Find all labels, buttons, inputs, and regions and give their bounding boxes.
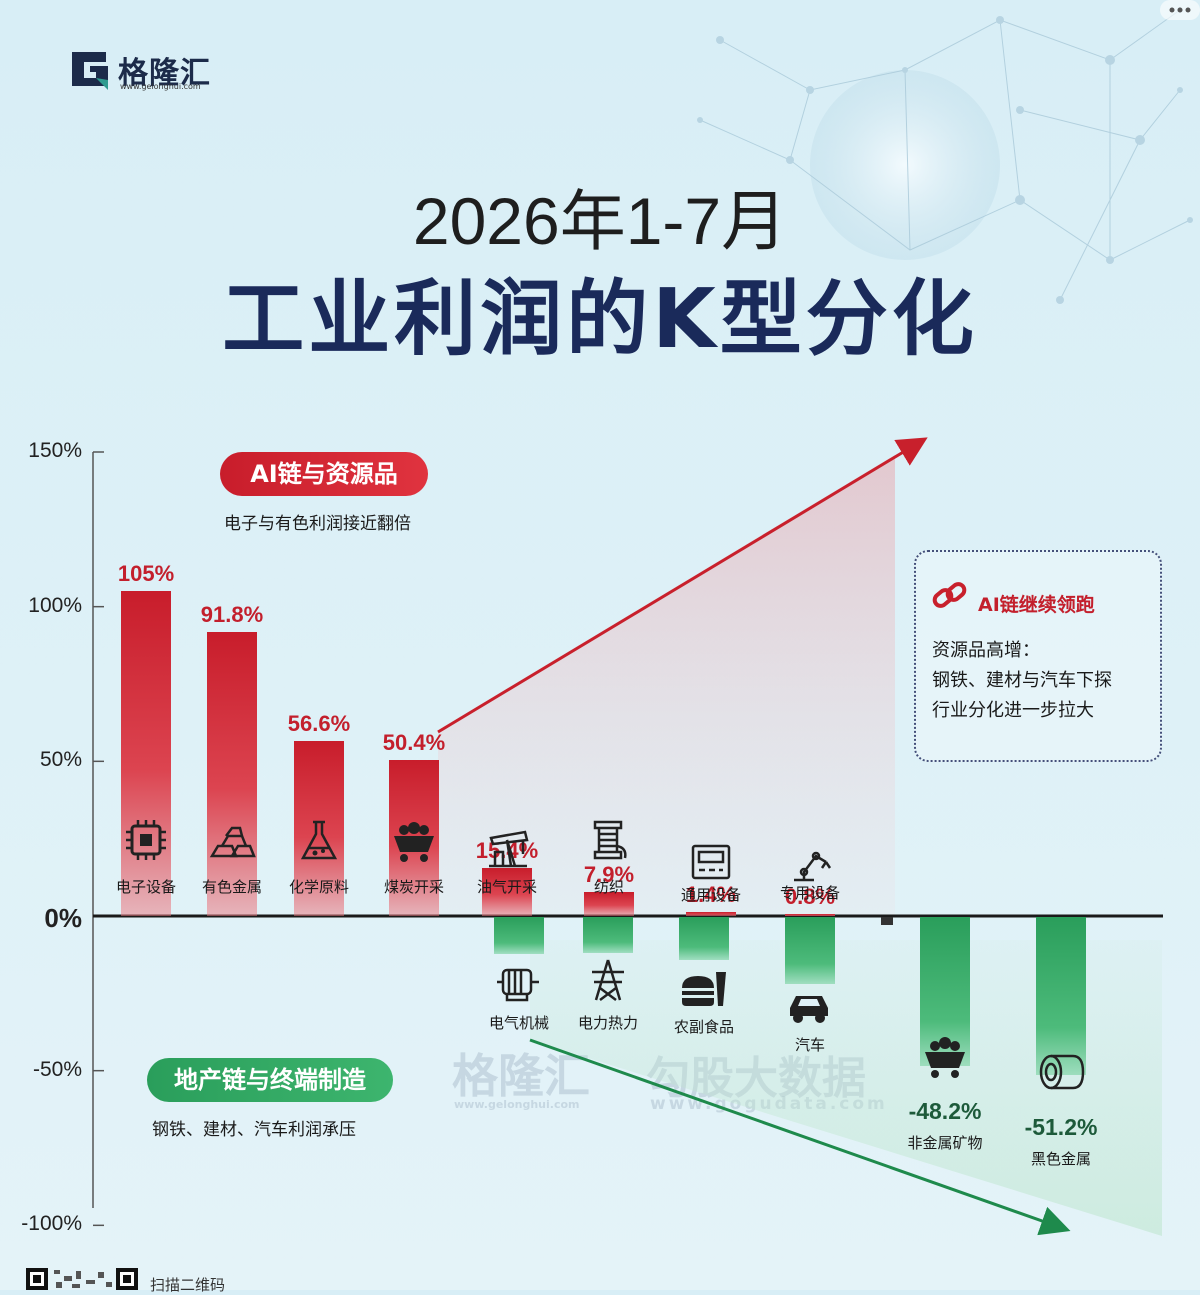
up-trend-shade [438, 455, 895, 915]
bar-category-label: 油气开采 [476, 878, 537, 896]
bar-value-label: 0.8% [784, 883, 836, 909]
watermark-brand: 格隆汇 [452, 1049, 590, 1103]
bar-电子设备 [121, 591, 171, 916]
ai-chain-badge: AI链与资源品 [220, 452, 428, 496]
page-title: 工业利润的K型分化 [222, 272, 978, 367]
bar-通用设备 [686, 911, 736, 916]
note-line: 钢铁、建材与汽车下探 [932, 670, 1112, 691]
qr-label: 扫描二维码 [150, 1276, 226, 1294]
bar-value-label: 91.8% [200, 602, 264, 628]
watermark-brand-url: www.gelonghui.com [454, 1098, 580, 1111]
y-tick-label: 50% [39, 748, 82, 772]
up-trend-arrow [437, 437, 928, 734]
realestate-chain-badge: 地产链与终端制造 [147, 1058, 393, 1102]
machine-icon [691, 844, 731, 880]
bar-黑色金属 [1036, 917, 1086, 1076]
note-title: AI链继续领跑 [978, 594, 1095, 616]
bar-value-label: -48.2% [908, 1098, 982, 1124]
bar-value-label: 1.4% [685, 881, 737, 907]
brand-url: www.gelonghui.com [120, 82, 201, 91]
bar-category-label: 纺织 [593, 878, 624, 896]
power-tower-icon [592, 959, 624, 1001]
link-chain-icon [932, 582, 967, 608]
note-line: 行业分化进一步拉大 [932, 700, 1094, 721]
bar-value-label: -51.2% [1024, 1114, 1098, 1140]
bar-电力热力 [583, 917, 633, 953]
oil-pump-icon [489, 830, 529, 868]
y-tick-label: 100% [28, 593, 82, 617]
bar-category-label: 化学原料 [288, 878, 349, 896]
bar-专用设备 [785, 913, 835, 916]
robot-arm-icon [794, 851, 832, 882]
bar-value-label: 105% [117, 561, 175, 587]
y-tick-label: 0% [44, 903, 82, 933]
bar-category-label: 通用设备 [680, 886, 741, 904]
down-trend-shade [530, 940, 1162, 1236]
bar-value-label: 7.9% [583, 861, 635, 887]
bar-category-label: 电力热力 [577, 1014, 638, 1032]
down-trend-arrow [529, 1038, 1071, 1236]
bar-category-label: 非金属矿物 [907, 1134, 983, 1152]
chip-icon [126, 820, 166, 860]
steel-coil-icon [1039, 1054, 1085, 1090]
y-tick-label: -100% [21, 1212, 82, 1236]
network-globe-decoration [697, 7, 1193, 304]
bar-category-label: 黑色金属 [1030, 1150, 1091, 1168]
flask-icon [300, 820, 338, 860]
bar-category-label: 煤炭开采 [383, 878, 444, 896]
y-tick-label: -50% [32, 1057, 82, 1081]
brand-name: 格隆汇 [118, 56, 211, 91]
bar-value-label: 50.4% [382, 730, 446, 756]
y-tick-label: 150% [28, 439, 82, 462]
coal-cart-icon [394, 822, 434, 862]
ai-chain-subtitle: 电子与有色利润接近翻倍 [224, 514, 411, 534]
bar-category-label: 有色金属 [201, 878, 262, 896]
page-title-date: 2026年1-7月 [412, 184, 788, 258]
spool-icon [593, 820, 627, 860]
bar-category-label: 农副食品 [673, 1018, 734, 1036]
bar-油气开采 [482, 868, 532, 916]
bar-有色金属 [207, 632, 257, 916]
share-button[interactable] [1160, 0, 1200, 20]
mine-cart-icon [925, 1037, 965, 1078]
bar-value-label: 56.6% [287, 710, 351, 736]
bar-化学原料 [294, 740, 344, 916]
bar-category-label: 电子设备 [115, 878, 176, 896]
bar-category-label: 电气机械 [488, 1014, 549, 1032]
bar-纺织 [584, 891, 634, 916]
bar-category-label: 专用设备 [779, 884, 840, 902]
bar-农副食品 [679, 917, 729, 961]
bar-category-label: 汽车 [794, 1036, 825, 1054]
note-line: 资源品高增： [932, 640, 1040, 661]
car-icon [790, 996, 828, 1023]
bar-电气机械 [494, 917, 544, 955]
burger-icon [682, 972, 726, 1006]
gold-bars-icon [209, 826, 256, 858]
brand-logo-icon [72, 52, 108, 90]
bar-汽车 [785, 917, 835, 984]
motor-icon [497, 968, 539, 1002]
qr-code-icon [26, 1268, 138, 1290]
realestate-chain-subtitle: 钢铁、建材、汽车利润承压 [152, 1120, 356, 1140]
bar-unnamed [881, 917, 893, 925]
